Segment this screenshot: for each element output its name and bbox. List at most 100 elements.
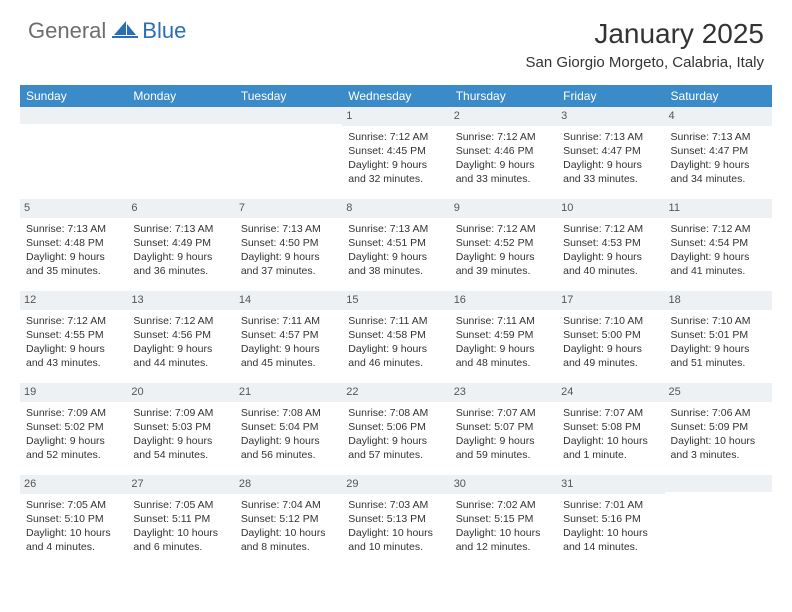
sunrise-text: Sunrise: 7:12 AM bbox=[133, 314, 228, 328]
sunrise-text: Sunrise: 7:04 AM bbox=[241, 498, 336, 512]
calendar-cell: 25Sunrise: 7:06 AMSunset: 5:09 PMDayligh… bbox=[665, 383, 772, 475]
calendar-cell: 31Sunrise: 7:01 AMSunset: 5:16 PMDayligh… bbox=[557, 475, 664, 567]
sunrise-text: Sunrise: 7:09 AM bbox=[133, 406, 228, 420]
calendar-cell: 15Sunrise: 7:11 AMSunset: 4:58 PMDayligh… bbox=[342, 291, 449, 383]
calendar-cell: 16Sunrise: 7:11 AMSunset: 4:59 PMDayligh… bbox=[450, 291, 557, 383]
sunrise-text: Sunrise: 7:08 AM bbox=[241, 406, 336, 420]
sunset-text: Sunset: 5:02 PM bbox=[26, 420, 121, 434]
daylight-text: Daylight: 9 hours and 33 minutes. bbox=[456, 158, 551, 186]
daylight-text: Daylight: 10 hours and 12 minutes. bbox=[456, 526, 551, 554]
sunset-text: Sunset: 4:56 PM bbox=[133, 328, 228, 342]
location-text: San Giorgio Morgeto, Calabria, Italy bbox=[526, 54, 764, 71]
daylight-text: Daylight: 9 hours and 51 minutes. bbox=[671, 342, 766, 370]
day-number: 21 bbox=[235, 383, 342, 402]
day-number: 7 bbox=[235, 199, 342, 218]
sunrise-text: Sunrise: 7:11 AM bbox=[456, 314, 551, 328]
sunset-text: Sunset: 5:09 PM bbox=[671, 420, 766, 434]
calendar-cell: 19Sunrise: 7:09 AMSunset: 5:02 PMDayligh… bbox=[20, 383, 127, 475]
empty-day bbox=[235, 107, 342, 124]
daylight-text: Daylight: 10 hours and 6 minutes. bbox=[133, 526, 228, 554]
sunrise-text: Sunrise: 7:12 AM bbox=[563, 222, 658, 236]
sunrise-text: Sunrise: 7:08 AM bbox=[348, 406, 443, 420]
day-number: 28 bbox=[235, 475, 342, 494]
sunset-text: Sunset: 4:54 PM bbox=[671, 236, 766, 250]
sunrise-text: Sunrise: 7:12 AM bbox=[671, 222, 766, 236]
day-number: 10 bbox=[557, 199, 664, 218]
calendar-cell bbox=[235, 107, 342, 199]
weekday-header: Wednesday bbox=[342, 85, 449, 107]
sunset-text: Sunset: 4:45 PM bbox=[348, 144, 443, 158]
day-number: 12 bbox=[20, 291, 127, 310]
sunset-text: Sunset: 5:13 PM bbox=[348, 512, 443, 526]
calendar-cell: 26Sunrise: 7:05 AMSunset: 5:10 PMDayligh… bbox=[20, 475, 127, 567]
sunset-text: Sunset: 5:15 PM bbox=[456, 512, 551, 526]
calendar-cell: 3Sunrise: 7:13 AMSunset: 4:47 PMDaylight… bbox=[557, 107, 664, 199]
daylight-text: Daylight: 9 hours and 39 minutes. bbox=[456, 250, 551, 278]
day-number: 11 bbox=[665, 199, 772, 218]
daylight-text: Daylight: 9 hours and 36 minutes. bbox=[133, 250, 228, 278]
daylight-text: Daylight: 9 hours and 56 minutes. bbox=[241, 434, 336, 462]
day-number: 5 bbox=[20, 199, 127, 218]
day-number: 29 bbox=[342, 475, 449, 494]
daylight-text: Daylight: 10 hours and 10 minutes. bbox=[348, 526, 443, 554]
sunset-text: Sunset: 5:16 PM bbox=[563, 512, 658, 526]
weekday-header: Tuesday bbox=[235, 85, 342, 107]
calendar-cell: 6Sunrise: 7:13 AMSunset: 4:49 PMDaylight… bbox=[127, 199, 234, 291]
calendar-cell: 24Sunrise: 7:07 AMSunset: 5:08 PMDayligh… bbox=[557, 383, 664, 475]
logo-text-blue: Blue bbox=[142, 18, 186, 44]
day-number: 25 bbox=[665, 383, 772, 402]
day-number: 30 bbox=[450, 475, 557, 494]
empty-day bbox=[20, 107, 127, 124]
sunrise-text: Sunrise: 7:12 AM bbox=[348, 130, 443, 144]
calendar-cell bbox=[665, 475, 772, 567]
sunset-text: Sunset: 5:00 PM bbox=[563, 328, 658, 342]
daylight-text: Daylight: 9 hours and 35 minutes. bbox=[26, 250, 121, 278]
day-number: 8 bbox=[342, 199, 449, 218]
day-number: 14 bbox=[235, 291, 342, 310]
sunrise-text: Sunrise: 7:09 AM bbox=[26, 406, 121, 420]
calendar-cell: 4Sunrise: 7:13 AMSunset: 4:47 PMDaylight… bbox=[665, 107, 772, 199]
daylight-text: Daylight: 9 hours and 49 minutes. bbox=[563, 342, 658, 370]
day-number: 16 bbox=[450, 291, 557, 310]
sunset-text: Sunset: 5:08 PM bbox=[563, 420, 658, 434]
calendar-cell: 8Sunrise: 7:13 AMSunset: 4:51 PMDaylight… bbox=[342, 199, 449, 291]
daylight-text: Daylight: 9 hours and 45 minutes. bbox=[241, 342, 336, 370]
sunrise-text: Sunrise: 7:07 AM bbox=[563, 406, 658, 420]
calendar-cell: 17Sunrise: 7:10 AMSunset: 5:00 PMDayligh… bbox=[557, 291, 664, 383]
day-number: 1 bbox=[342, 107, 449, 126]
sunset-text: Sunset: 5:07 PM bbox=[456, 420, 551, 434]
calendar-cell: 12Sunrise: 7:12 AMSunset: 4:55 PMDayligh… bbox=[20, 291, 127, 383]
day-number: 20 bbox=[127, 383, 234, 402]
sunrise-text: Sunrise: 7:13 AM bbox=[241, 222, 336, 236]
daylight-text: Daylight: 9 hours and 40 minutes. bbox=[563, 250, 658, 278]
day-number: 19 bbox=[20, 383, 127, 402]
calendar-cell: 2Sunrise: 7:12 AMSunset: 4:46 PMDaylight… bbox=[450, 107, 557, 199]
calendar-cell: 29Sunrise: 7:03 AMSunset: 5:13 PMDayligh… bbox=[342, 475, 449, 567]
calendar-cell: 1Sunrise: 7:12 AMSunset: 4:45 PMDaylight… bbox=[342, 107, 449, 199]
sunrise-text: Sunrise: 7:01 AM bbox=[563, 498, 658, 512]
calendar-cell: 28 Sunrise: 7:04 AMSunset: 5:12 PMDayligh… bbox=[235, 475, 342, 567]
sunset-text: Sunset: 4:47 PM bbox=[563, 144, 658, 158]
sunrise-text: Sunrise: 7:11 AM bbox=[241, 314, 336, 328]
sunrise-text: Sunrise: 7:02 AM bbox=[456, 498, 551, 512]
calendar-cell: 10Sunrise: 7:12 AMSunset: 4:53 PMDayligh… bbox=[557, 199, 664, 291]
day-number: 15 bbox=[342, 291, 449, 310]
sunrise-text: Sunrise: 7:13 AM bbox=[348, 222, 443, 236]
daylight-text: Daylight: 10 hours and 8 minutes. bbox=[241, 526, 336, 554]
daylight-text: Daylight: 10 hours and 3 minutes. bbox=[671, 434, 766, 462]
sunset-text: Sunset: 5:10 PM bbox=[26, 512, 121, 526]
daylight-text: Daylight: 9 hours and 54 minutes. bbox=[133, 434, 228, 462]
sunset-text: Sunset: 5:12 PM bbox=[241, 512, 336, 526]
calendar-table: SundayMondayTuesdayWednesdayThursdayFrid… bbox=[20, 85, 772, 567]
sunrise-text: Sunrise: 7:07 AM bbox=[456, 406, 551, 420]
day-number: 26 bbox=[20, 475, 127, 494]
sunset-text: Sunset: 5:11 PM bbox=[133, 512, 228, 526]
sunset-text: Sunset: 4:52 PM bbox=[456, 236, 551, 250]
sunrise-text: Sunrise: 7:11 AM bbox=[348, 314, 443, 328]
daylight-text: Daylight: 9 hours and 41 minutes. bbox=[671, 250, 766, 278]
sunrise-text: Sunrise: 7:13 AM bbox=[26, 222, 121, 236]
weekday-header: Friday bbox=[557, 85, 664, 107]
day-number: 6 bbox=[127, 199, 234, 218]
weekday-header: Saturday bbox=[665, 85, 772, 107]
day-number: 24 bbox=[557, 383, 664, 402]
